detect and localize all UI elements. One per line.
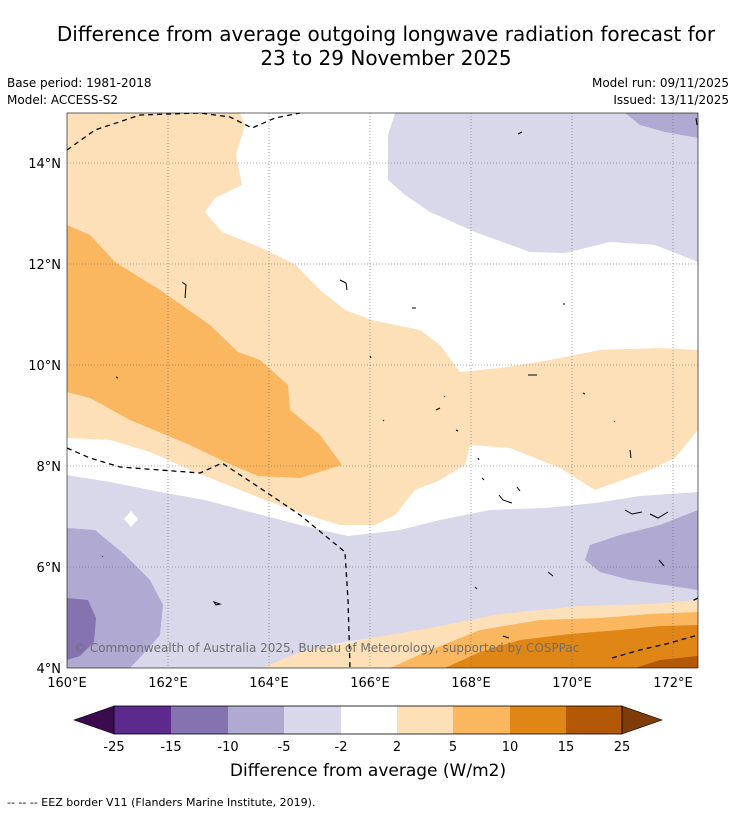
map-frame: [66, 112, 699, 669]
lat-label: 8°N: [37, 460, 62, 475]
title-line-1: Difference from average outgoing longwav…: [56, 22, 716, 46]
graticule: [67, 113, 698, 668]
small-white-patch: [124, 511, 138, 527]
colorbar-segment: [510, 706, 566, 734]
colorbar-tick: -25: [103, 740, 124, 755]
anomaly-region-neg10-neg5-east: [585, 510, 698, 590]
model-name: Model: ACCESS-S2: [7, 93, 119, 107]
title-line-2: 23 to 29 November 2025: [260, 46, 512, 70]
lon-label: 170°E: [552, 676, 592, 691]
colorbar-tick: -10: [217, 740, 238, 755]
colorbar-ticks: -25 -15 -10 -5 -2 2 5 10 15 25: [103, 740, 630, 755]
meta-left: Base period: 1981-2018 Model: ACCESS-S2: [7, 75, 152, 109]
colorbar-segment: [114, 706, 171, 734]
anomaly-region-neg5-neg2-south: [67, 475, 698, 668]
anomaly-region-neg10-neg5-northeast: [625, 113, 698, 138]
islands: [101, 117, 698, 639]
longitude-labels: 160°E 162°E 164°E 166°E 168°E 170°E 172°…: [47, 676, 693, 691]
colorbar-segment: [228, 706, 284, 734]
lon-label: 168°E: [451, 676, 491, 691]
colorbar-under-arrow: [73, 705, 115, 735]
model-run: Model run: 09/11/2025: [591, 76, 729, 90]
colorbar-tick: -15: [160, 740, 181, 755]
lat-label: 14°N: [28, 157, 61, 172]
lat-label: 12°N: [28, 258, 61, 273]
anomaly-region-neg15-neg10: [67, 598, 96, 660]
lat-label: 6°N: [37, 561, 62, 576]
lat-label: 10°N: [28, 359, 61, 374]
copyright-notice: © Commonwealth of Australia 2025, Bureau…: [74, 641, 579, 655]
colorbar-segment: [341, 706, 397, 734]
colorbar: -25 -15 -10 -5 -2 2 5 10 15 25: [73, 705, 663, 755]
colorbar-tick: -2: [335, 740, 348, 755]
colorbar-frame: [113, 705, 623, 735]
map-plot-area: [67, 113, 698, 668]
colorbar-tick: 5: [449, 740, 457, 755]
lon-label: 164°E: [249, 676, 289, 691]
colorbar-segment: [397, 706, 453, 734]
colorbar-segment: [171, 706, 228, 734]
colorbar-segment: [566, 706, 622, 734]
eez-border: [67, 113, 698, 668]
colorbar-title: Difference from average (W/m2): [229, 761, 507, 781]
chart-title: Difference from average outgoing longwav…: [0, 22, 736, 70]
lon-label: 172°E: [653, 676, 693, 691]
lon-label: 166°E: [350, 676, 390, 691]
colorbar-segment: [453, 706, 510, 734]
eez-footnote: -- -- -- EEZ border V11 (Flanders Marine…: [7, 796, 316, 809]
latitude-labels: 14°N 12°N 10°N 8°N 6°N 4°N: [28, 157, 61, 677]
lat-label: 4°N: [37, 662, 62, 677]
colorbar-tick: 2: [393, 740, 401, 755]
colorbar-over-arrow: [621, 705, 663, 735]
anomaly-region-15-25-south: [635, 656, 698, 668]
colorbar-tick: -5: [278, 740, 291, 755]
anomaly-region-neg5-neg2-northeast: [388, 113, 698, 262]
colorbar-tick: 15: [558, 740, 575, 755]
map-figure: © Commonwealth of Australia 2025, Bureau…: [28, 112, 699, 755]
meta-right: Model run: 09/11/2025 Issued: 13/11/2025: [592, 75, 729, 109]
colorbar-tick: 25: [614, 740, 631, 755]
base-period: Base period: 1981-2018: [7, 76, 152, 90]
lon-label: 160°E: [47, 676, 87, 691]
colorbar-segment: [284, 706, 341, 734]
anomaly-region-5-10-west: [67, 225, 342, 478]
anomaly-region-10-15-south: [445, 625, 698, 668]
lon-label: 162°E: [148, 676, 188, 691]
issued-date: Issued: 13/11/2025: [613, 93, 729, 107]
colorbar-tick: 10: [502, 740, 519, 755]
